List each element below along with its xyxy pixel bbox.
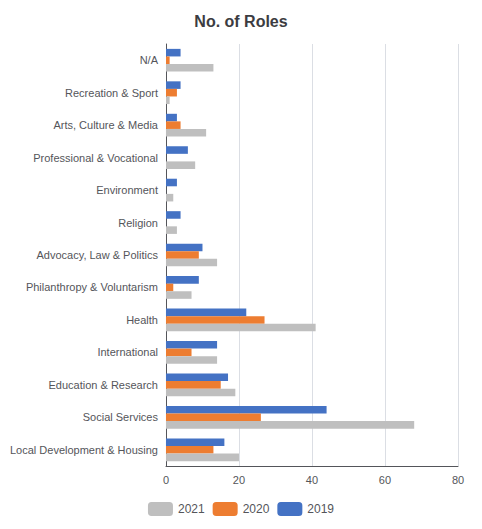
- svg-text:International: International: [97, 346, 158, 358]
- svg-text:2020: 2020: [243, 502, 270, 516]
- svg-text:60: 60: [379, 474, 391, 486]
- svg-text:Local Development & Housing: Local Development & Housing: [10, 444, 158, 456]
- svg-text:Religion: Religion: [118, 217, 158, 229]
- svg-text:Environment: Environment: [96, 184, 158, 196]
- svg-text:No. of Roles: No. of Roles: [194, 13, 287, 30]
- svg-text:40: 40: [306, 474, 318, 486]
- svg-text:Recreation & Sport: Recreation & Sport: [65, 87, 158, 99]
- svg-text:Advocacy, Law & Politics: Advocacy, Law & Politics: [37, 249, 159, 261]
- svg-text:Professional & Vocational: Professional & Vocational: [33, 152, 158, 164]
- svg-text:2021: 2021: [178, 502, 205, 516]
- svg-text:2019: 2019: [307, 502, 334, 516]
- svg-text:N/A: N/A: [140, 54, 159, 66]
- svg-text:Social Services: Social Services: [83, 411, 159, 423]
- svg-text:Arts, Culture & Media: Arts, Culture & Media: [53, 119, 158, 131]
- svg-text:20: 20: [233, 474, 245, 486]
- svg-text:Philanthropy & Voluntarism: Philanthropy & Voluntarism: [26, 281, 158, 293]
- svg-text:80: 80: [452, 474, 464, 486]
- svg-text:Education & Research: Education & Research: [49, 379, 158, 391]
- svg-text:Health: Health: [126, 314, 158, 326]
- svg-text:0: 0: [163, 474, 169, 486]
